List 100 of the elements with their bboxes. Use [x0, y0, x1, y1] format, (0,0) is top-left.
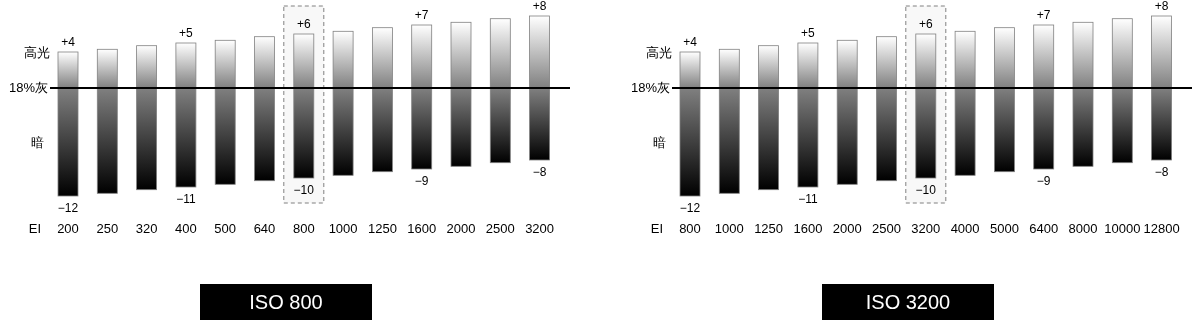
- bar: [450, 87, 472, 167]
- data-label: −11: [176, 192, 196, 206]
- x-axis-title: EI: [650, 221, 664, 236]
- text: 暗: [30, 135, 44, 150]
- bar: [797, 87, 819, 188]
- x-tick-label: 200: [57, 221, 79, 236]
- x-tick-label: 10000: [1104, 221, 1141, 236]
- bar: [136, 45, 157, 89]
- ref-line-label: 18%灰: [8, 80, 48, 95]
- x-tick-label: 500: [214, 221, 237, 236]
- bar: [797, 42, 819, 89]
- data-label: −9: [414, 174, 429, 188]
- bar: [1033, 87, 1055, 170]
- bar: [836, 39, 858, 89]
- bar: [915, 33, 937, 89]
- data-label: −10: [915, 183, 937, 197]
- x-tick-label: 2000: [446, 221, 476, 236]
- x-tick-label: 5000: [989, 221, 1019, 236]
- x-tick-label: 2500: [485, 221, 515, 236]
- x-tick-label: 1250: [754, 221, 784, 236]
- bar: [214, 39, 236, 89]
- bar: [1072, 21, 1094, 89]
- x-tick-label: 320: [135, 221, 158, 236]
- bar: [332, 87, 354, 176]
- x-tick-label: 640: [253, 221, 276, 236]
- bar: [836, 87, 858, 185]
- bar: [954, 30, 976, 89]
- x-tick-label: 2500: [872, 221, 901, 236]
- data-label: −9: [1036, 174, 1051, 188]
- bar: [450, 21, 472, 89]
- bar: [994, 27, 1015, 89]
- bar: [175, 87, 197, 188]
- bar: [214, 87, 236, 185]
- bar: [1111, 87, 1133, 164]
- x-tick-label: 8000: [1068, 221, 1098, 236]
- data-label: −11: [798, 192, 818, 206]
- text: ISO 3200: [865, 291, 951, 313]
- x-tick-label: 2000: [832, 221, 862, 236]
- annotation: 高光: [646, 45, 672, 60]
- x-tick-label: 1250: [367, 221, 397, 236]
- data-label: +4: [683, 35, 698, 49]
- bar: [1151, 15, 1172, 89]
- x-tick-label: 1000: [714, 221, 744, 236]
- bar: [96, 87, 118, 194]
- data-label: +4: [61, 35, 76, 49]
- x-tick-label: 1000: [328, 221, 358, 236]
- bar: [293, 87, 315, 179]
- bar: [136, 87, 157, 191]
- bar: [758, 87, 779, 191]
- data-label: +8: [1154, 0, 1169, 13]
- bar: [1151, 87, 1172, 161]
- x-axis-title: EI: [28, 221, 42, 236]
- x-tick-label: 1600: [793, 221, 823, 236]
- bar: [489, 18, 511, 89]
- bar: [372, 87, 393, 173]
- bar: [411, 87, 433, 170]
- data-label: +6: [296, 17, 311, 31]
- bar: [876, 87, 897, 182]
- bar: [994, 87, 1015, 173]
- bar: [175, 42, 197, 89]
- data-label: −8: [532, 165, 547, 179]
- x-tick-label: 3200: [911, 221, 941, 236]
- bar: [529, 15, 550, 89]
- bar: [372, 27, 393, 89]
- bar: [254, 36, 275, 89]
- bar: [332, 30, 354, 89]
- data-label: −8: [1154, 165, 1169, 179]
- bar: [529, 87, 550, 161]
- bar: [57, 51, 79, 89]
- data-label: +7: [414, 8, 429, 22]
- bar: [1111, 18, 1133, 89]
- bar: [876, 36, 897, 89]
- bar: [718, 48, 740, 89]
- data-label: −10: [293, 183, 315, 197]
- text: 暗: [652, 135, 666, 150]
- x-tick-label: 6400: [1029, 221, 1059, 236]
- data-label: +8: [532, 0, 547, 13]
- x-tick-label: 250: [96, 221, 119, 236]
- annotation: 高光: [24, 45, 50, 60]
- x-tick-label: 1600: [407, 221, 437, 236]
- text: ISO 800: [249, 291, 323, 313]
- bar: [254, 87, 275, 182]
- x-tick-label: 800: [292, 221, 315, 236]
- data-label: +7: [1036, 8, 1051, 22]
- data-label: +6: [918, 17, 933, 31]
- x-tick-label: 3200: [525, 221, 555, 236]
- bar: [679, 87, 701, 197]
- bar: [758, 45, 779, 89]
- bar: [718, 87, 740, 194]
- bar: [679, 51, 701, 89]
- data-label: −12: [57, 201, 79, 215]
- bar: [96, 48, 118, 89]
- bar: [1072, 87, 1094, 167]
- bar: [489, 87, 511, 164]
- bar: [915, 87, 937, 179]
- data-label: +5: [801, 26, 816, 40]
- data-label: +5: [179, 26, 194, 40]
- bar: [1033, 24, 1055, 89]
- x-tick-label: 4000: [950, 221, 980, 236]
- bar: [293, 33, 315, 89]
